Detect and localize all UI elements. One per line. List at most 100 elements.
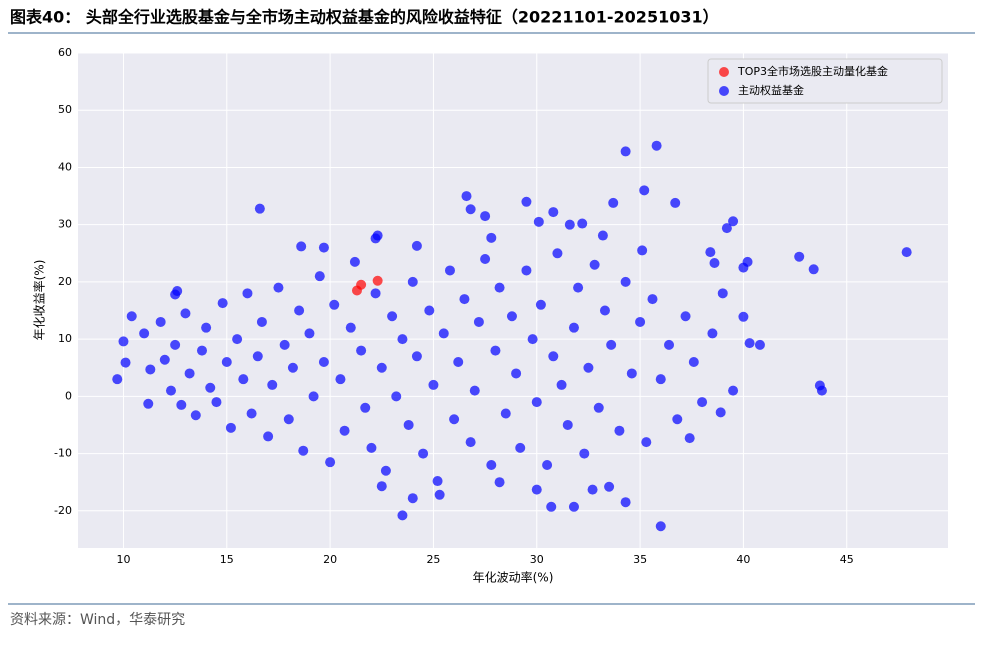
- point: [126, 311, 137, 322]
- point: [680, 311, 691, 322]
- point: [112, 374, 123, 385]
- point: [380, 465, 391, 476]
- point: [579, 448, 590, 459]
- point: [287, 362, 298, 373]
- point: [225, 422, 236, 433]
- point: [546, 501, 557, 512]
- point: [176, 399, 187, 410]
- point: [267, 379, 278, 390]
- point: [434, 489, 445, 500]
- point: [254, 203, 265, 214]
- point: [697, 397, 708, 408]
- point: [376, 481, 387, 492]
- point: [535, 299, 546, 310]
- point: [577, 218, 588, 229]
- point: [552, 248, 563, 259]
- point: [221, 357, 232, 368]
- point: [597, 230, 608, 241]
- point: [593, 402, 604, 413]
- point: [639, 185, 650, 196]
- point: [465, 437, 476, 448]
- x-tick-label: 25: [426, 553, 440, 566]
- y-tick-label: 60: [58, 46, 72, 59]
- point: [744, 338, 755, 349]
- point: [139, 328, 150, 339]
- point: [670, 197, 681, 208]
- point: [707, 328, 718, 339]
- point: [449, 414, 460, 425]
- point: [465, 204, 476, 215]
- point: [901, 247, 912, 258]
- point: [424, 305, 435, 316]
- point: [664, 339, 675, 350]
- point: [190, 410, 201, 421]
- y-tick-label: 0: [65, 389, 72, 402]
- point: [308, 391, 319, 402]
- title: 图表40： 头部全行业选股基金与全市场主动权益基金的风险收益特征（2022110…: [10, 8, 719, 27]
- point: [494, 282, 505, 293]
- point: [376, 362, 387, 373]
- point: [604, 481, 615, 492]
- point: [349, 256, 360, 267]
- y-tick-label: -10: [54, 447, 72, 460]
- point: [397, 510, 408, 521]
- x-tick-label: 30: [530, 553, 544, 566]
- point: [655, 374, 666, 385]
- point: [411, 351, 422, 362]
- point: [635, 316, 646, 327]
- point: [263, 431, 274, 442]
- point: [432, 476, 443, 487]
- point: [256, 316, 267, 327]
- point: [531, 397, 542, 408]
- point: [608, 197, 619, 208]
- point: [246, 408, 257, 419]
- point: [469, 385, 480, 396]
- point: [205, 382, 216, 393]
- point: [548, 207, 559, 218]
- point: [428, 379, 439, 390]
- point: [589, 259, 600, 270]
- point: [345, 322, 356, 333]
- point: [356, 345, 367, 356]
- point: [325, 457, 336, 468]
- y-tick-label: 40: [58, 160, 72, 173]
- point: [490, 345, 501, 356]
- point: [217, 298, 228, 309]
- point: [143, 398, 154, 409]
- point: [568, 501, 579, 512]
- point: [506, 311, 517, 322]
- y-tick-label: -20: [54, 504, 72, 517]
- point: [366, 442, 377, 453]
- point: [808, 264, 819, 275]
- point: [298, 445, 309, 456]
- point: [372, 275, 383, 286]
- point: [170, 339, 181, 350]
- point: [453, 357, 464, 368]
- point: [564, 219, 575, 230]
- point: [155, 316, 166, 327]
- plot-area: [78, 53, 948, 548]
- point: [651, 140, 662, 151]
- point: [486, 460, 497, 471]
- x-tick-label: 45: [840, 553, 854, 566]
- point: [542, 460, 553, 471]
- point: [614, 425, 625, 436]
- point: [170, 289, 181, 300]
- point: [715, 407, 726, 418]
- point: [232, 334, 243, 345]
- x-tick-label: 20: [323, 553, 337, 566]
- point: [738, 311, 749, 322]
- point: [438, 328, 449, 339]
- point: [403, 419, 414, 430]
- point: [480, 254, 491, 265]
- point: [606, 339, 617, 350]
- point: [238, 374, 249, 385]
- point: [339, 425, 350, 436]
- point: [242, 288, 253, 299]
- point: [294, 305, 305, 316]
- point: [407, 276, 418, 287]
- y-tick-label: 50: [58, 103, 72, 116]
- point: [738, 262, 749, 273]
- point: [196, 345, 207, 356]
